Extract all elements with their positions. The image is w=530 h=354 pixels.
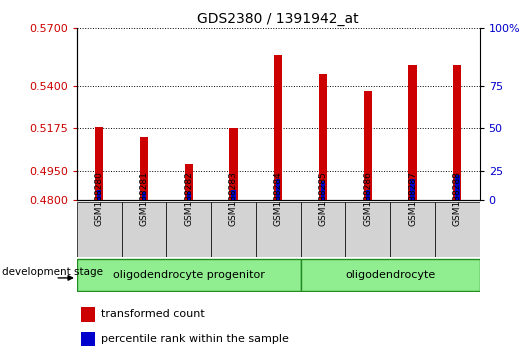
Bar xyxy=(321,181,325,200)
Bar xyxy=(319,74,327,200)
Text: GSM138284: GSM138284 xyxy=(274,172,282,227)
Text: GSM138283: GSM138283 xyxy=(229,172,238,227)
Bar xyxy=(121,202,166,257)
Bar xyxy=(346,202,390,257)
Bar xyxy=(77,202,121,257)
Text: GSM138282: GSM138282 xyxy=(184,172,193,227)
Title: GDS2380 / 1391942_at: GDS2380 / 1391942_at xyxy=(198,12,359,26)
Bar xyxy=(77,259,301,291)
Bar xyxy=(364,91,372,200)
Bar xyxy=(97,189,101,200)
Text: GSM138281: GSM138281 xyxy=(139,172,148,227)
Bar xyxy=(81,307,95,322)
Bar xyxy=(185,164,193,200)
Text: GSM138280: GSM138280 xyxy=(95,172,104,227)
Bar xyxy=(81,332,95,347)
Bar xyxy=(231,190,236,200)
Bar xyxy=(211,202,256,257)
Text: GSM138288: GSM138288 xyxy=(453,172,462,227)
Bar xyxy=(166,202,211,257)
Text: GSM138286: GSM138286 xyxy=(363,172,372,227)
Bar xyxy=(187,192,191,200)
Bar xyxy=(276,179,280,200)
Bar xyxy=(410,179,415,200)
Bar xyxy=(301,202,346,257)
Text: transformed count: transformed count xyxy=(101,309,205,319)
Text: GSM138287: GSM138287 xyxy=(408,172,417,227)
Bar xyxy=(435,202,480,257)
Bar xyxy=(453,64,461,200)
Bar xyxy=(229,129,237,200)
Text: oligodendrocyte: oligodendrocyte xyxy=(345,270,435,280)
Text: GSM138285: GSM138285 xyxy=(319,172,328,227)
Bar xyxy=(390,202,435,257)
Text: development stage: development stage xyxy=(2,267,102,277)
Text: percentile rank within the sample: percentile rank within the sample xyxy=(101,334,289,344)
Bar xyxy=(409,64,417,200)
Text: oligodendrocyte progenitor: oligodendrocyte progenitor xyxy=(113,270,264,280)
Bar xyxy=(142,192,146,200)
Bar xyxy=(140,137,148,200)
Bar xyxy=(95,127,103,200)
Bar xyxy=(301,259,480,291)
Bar xyxy=(455,175,460,200)
Bar xyxy=(366,189,370,200)
Bar xyxy=(256,202,301,257)
Bar xyxy=(274,55,282,200)
